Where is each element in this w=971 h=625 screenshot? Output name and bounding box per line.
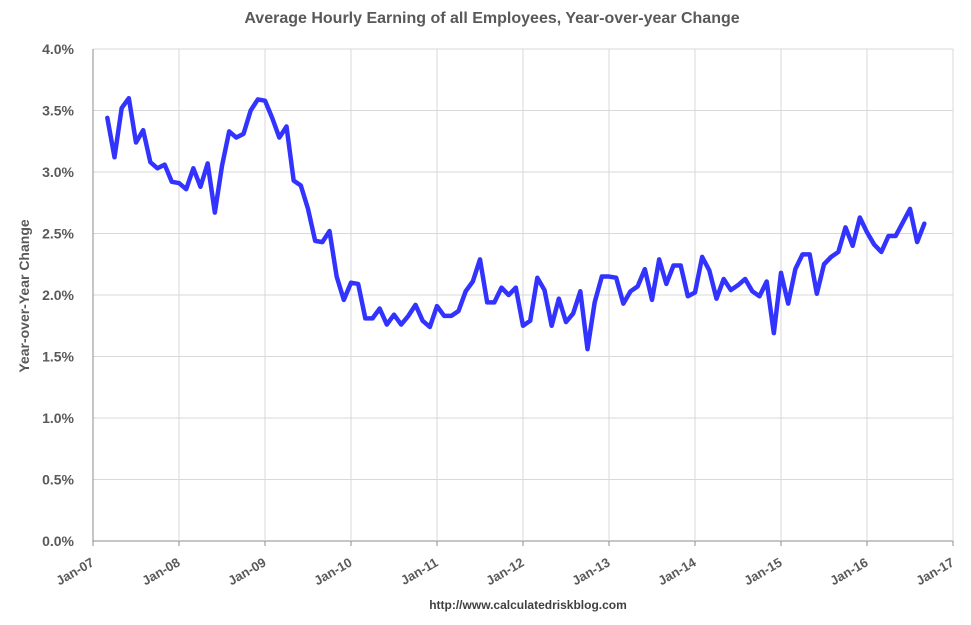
gridlines [92, 48, 954, 546]
y-tick-label: 1.5% [42, 349, 74, 365]
series-line-0 [105, 95, 927, 352]
x-tick-label: Jan-13 [569, 555, 612, 589]
x-tick-label: Jan-08 [139, 555, 182, 589]
x-tick-label: Jan-15 [741, 555, 784, 589]
x-tick-label: Jan-16 [827, 555, 870, 589]
chart-title: Average Hourly Earning of all Employees,… [244, 10, 739, 27]
x-tick-label: Jan-17 [913, 555, 956, 589]
x-tick-label: Jan-07 [53, 555, 96, 589]
x-tick-label: Jan-11 [398, 555, 441, 588]
y-tick-label: 0.5% [42, 472, 74, 488]
y-tick-label: 2.5% [42, 226, 74, 242]
source-url: http://www.calculatedriskblog.com [429, 598, 627, 612]
x-tick-label: Jan-09 [225, 555, 268, 589]
y-tick-label: 3.0% [42, 164, 74, 180]
y-tick-label: 2.0% [42, 287, 74, 303]
series-layer [105, 95, 927, 352]
x-tick-label: Jan-12 [483, 555, 526, 589]
y-axis-ticks: 0.0% 0.5% 1.0% 1.5% 2.0% 2.5% 3.0% 3.5% 4.0% [42, 41, 74, 549]
y-axis-label: Year-over-Year Change [16, 219, 32, 373]
x-tick-label: Jan-14 [655, 554, 699, 588]
y-tick-label: 1.0% [42, 410, 74, 426]
x-tick-label: Jan-10 [311, 555, 354, 589]
x-axis-ticks: Jan-07 Jan-08 Jan-09 Jan-10 Jan-11 Jan-12 Jan-… [53, 554, 956, 588]
y-tick-label: 3.5% [42, 103, 74, 119]
y-tick-label: 4.0% [42, 41, 74, 57]
y-tick-label: 0.0% [42, 533, 74, 549]
